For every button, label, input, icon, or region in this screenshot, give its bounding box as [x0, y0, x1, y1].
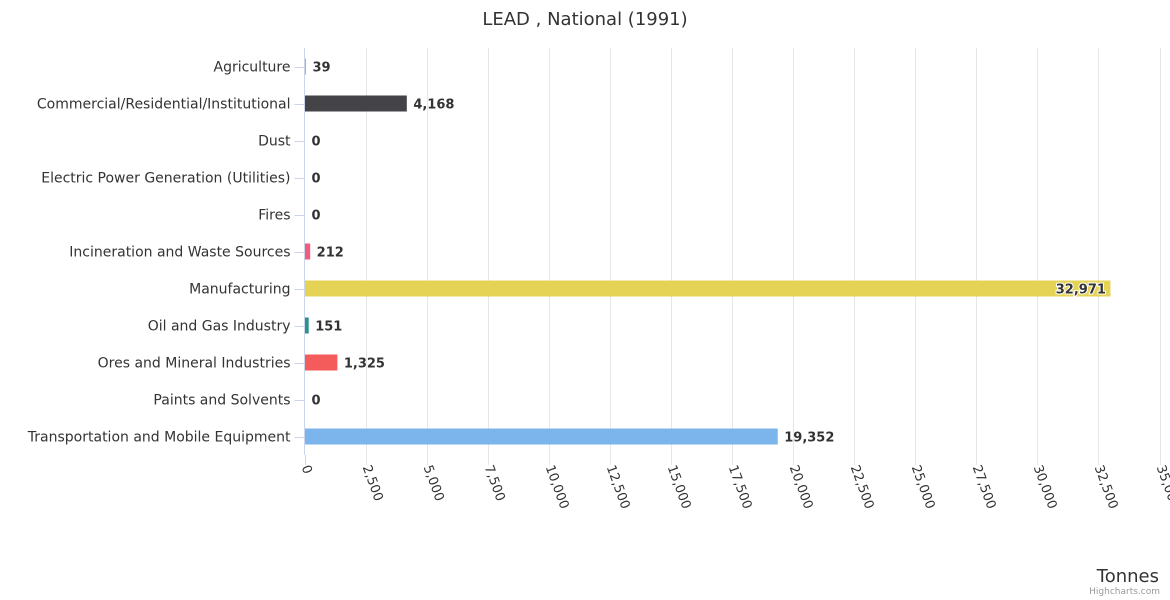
- category-label: Transportation and Mobile Equipment: [27, 430, 291, 446]
- tick-label: 20,000: [786, 463, 816, 511]
- category-label: Ores and Mineral Industries: [98, 356, 291, 372]
- category-label: Manufacturing: [189, 282, 290, 298]
- data-label: 212: [317, 246, 344, 261]
- data-label: 32,971: [1056, 283, 1106, 298]
- bars: [305, 58, 1111, 445]
- data-label: 39: [312, 61, 330, 76]
- tick-label: 22,500: [847, 463, 877, 511]
- data-labels: 39 4,168 0 0 0 212 32,971 151 1,325 0 19,352: [312, 61, 1107, 446]
- data-label: 4,168: [413, 98, 454, 113]
- credits-link[interactable]: Highcharts.com: [1089, 587, 1160, 597]
- bar[interactable]: [305, 243, 311, 260]
- tick-label: 5,000: [420, 463, 447, 503]
- tick-labels: 0 2,500 5,000 7,500 10,000 12,500 15,000 17,500…: [298, 463, 1170, 511]
- category-label: Oil and Gas Industry: [148, 319, 291, 335]
- tick-label: 10,000: [542, 463, 572, 511]
- category-label: Paints and Solvents: [153, 393, 290, 409]
- tick-label: 25,000: [908, 463, 938, 511]
- data-label: 19,352: [784, 431, 834, 446]
- bar[interactable]: [305, 95, 407, 112]
- tick-label: 0: [298, 463, 315, 476]
- category-label: Incineration and Waste Sources: [69, 245, 290, 261]
- chart-title: LEAD , National (1991): [482, 9, 687, 30]
- bar[interactable]: [305, 354, 338, 371]
- category-labels: Agriculture Commercial/Residential/Instit…: [27, 60, 291, 446]
- bar[interactable]: [305, 280, 1111, 297]
- bar[interactable]: [305, 317, 309, 334]
- tick-label: 2,500: [359, 463, 386, 503]
- tick-label: 35,000: [1153, 463, 1170, 511]
- data-label: 0: [312, 135, 321, 150]
- value-axis-title: Tonnes: [1096, 566, 1159, 587]
- tick-label: 15,000: [664, 463, 694, 511]
- tick-label: 27,500: [969, 463, 999, 511]
- category-label: Electric Power Generation (Utilities): [41, 171, 290, 187]
- data-label: 151: [315, 320, 342, 335]
- tick-label: 17,500: [725, 463, 755, 511]
- data-label: 0: [312, 209, 321, 224]
- category-label: Commercial/Residential/Institutional: [37, 97, 291, 113]
- category-label: Fires: [258, 208, 290, 224]
- category-label: Dust: [258, 134, 291, 150]
- data-label: 0: [312, 172, 321, 187]
- tick-label: 30,000: [1030, 463, 1060, 511]
- tick-label: 7,500: [481, 463, 508, 503]
- data-label: 0: [312, 394, 321, 409]
- tick-label: 32,500: [1091, 463, 1121, 511]
- data-label: 1,325: [344, 357, 385, 372]
- grid-lines: [294, 48, 1161, 465]
- tick-label: 12,500: [603, 463, 633, 511]
- bar[interactable]: [305, 58, 306, 75]
- bar[interactable]: [305, 428, 778, 445]
- category-label: Agriculture: [214, 60, 291, 76]
